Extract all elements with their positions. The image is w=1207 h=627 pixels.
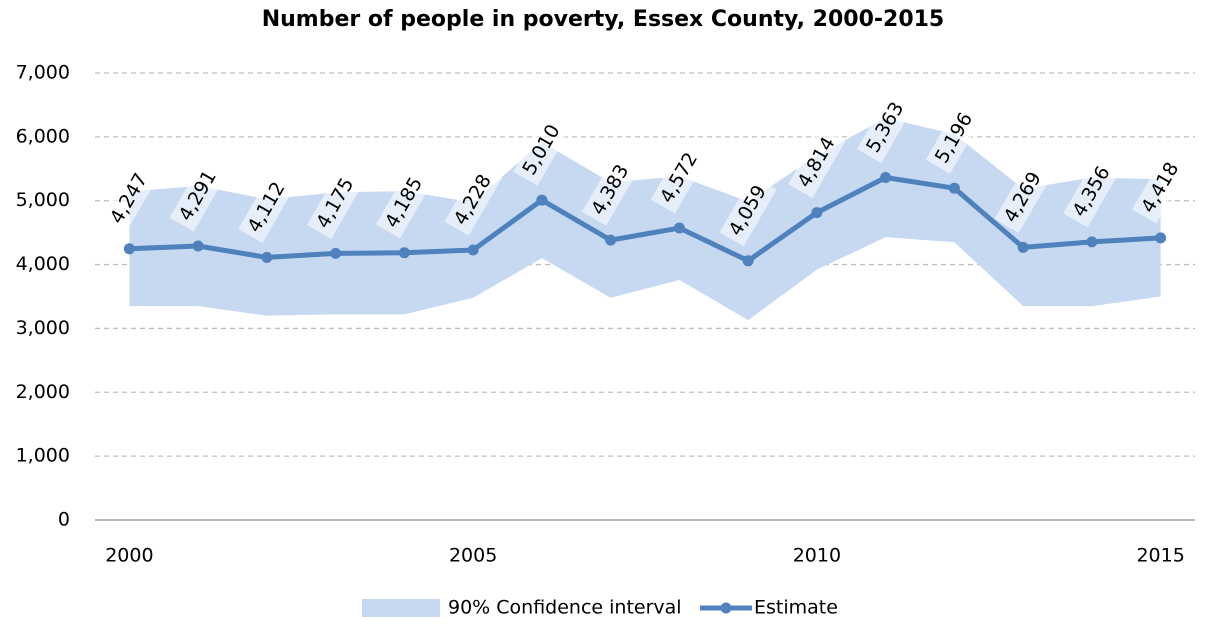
legend-swatch xyxy=(362,599,440,617)
value-label-bg xyxy=(857,91,915,164)
chart-title: Number of people in poverty, Essex Count… xyxy=(262,7,945,32)
x-tick-label: 2000 xyxy=(105,545,153,567)
value-label-bg xyxy=(444,164,502,236)
value-label-bg xyxy=(375,167,433,239)
estimate-marker xyxy=(123,243,135,255)
estimate-marker xyxy=(948,182,960,194)
legend-label: 90% Confidence interval xyxy=(448,597,682,619)
estimate-marker xyxy=(880,172,892,184)
estimate-marker xyxy=(605,234,617,246)
y-tick-label: 4,000 xyxy=(16,253,70,275)
estimate-marker xyxy=(1017,241,1029,253)
value-label-bg xyxy=(1063,156,1121,228)
value-label-bg xyxy=(994,161,1052,233)
value-label-bg xyxy=(582,154,640,226)
value-label-bg xyxy=(100,163,158,235)
y-tick-label: 1,000 xyxy=(16,445,70,467)
x-tick-label: 2015 xyxy=(1136,545,1184,567)
confidence-band xyxy=(129,117,1161,321)
x-tick-label: 2005 xyxy=(449,545,497,567)
estimate-marker xyxy=(330,247,342,259)
estimate-marker xyxy=(261,251,273,263)
value-label-bg xyxy=(307,167,365,239)
y-tick-label: 3,000 xyxy=(16,317,70,339)
value-label-bg xyxy=(650,142,708,214)
y-tick-label: 6,000 xyxy=(16,125,70,147)
estimate-marker xyxy=(1155,232,1167,244)
estimate-marker xyxy=(192,240,204,252)
legend-label: Estimate xyxy=(754,597,838,619)
value-label-bg xyxy=(925,102,983,174)
estimate-line xyxy=(129,175,1161,264)
y-tick-label: 0 xyxy=(58,509,70,531)
estimate-marker xyxy=(398,247,410,259)
value-label-bg xyxy=(513,114,571,186)
estimate-marker xyxy=(811,207,823,219)
y-tick-label: 5,000 xyxy=(16,189,70,211)
value-label-bg xyxy=(169,160,227,232)
estimate-marker xyxy=(673,222,685,234)
value-label-bg xyxy=(788,127,846,199)
value-label-bg xyxy=(238,171,296,243)
x-tick-label: 2010 xyxy=(793,545,841,567)
value-label-bg xyxy=(719,175,777,247)
estimate-marker xyxy=(1086,236,1098,248)
y-tick-label: 7,000 xyxy=(16,62,70,84)
estimate-marker xyxy=(467,244,479,256)
legend-marker xyxy=(720,602,732,614)
estimate-marker xyxy=(742,255,754,267)
value-label-bg xyxy=(1132,152,1190,224)
estimate-marker xyxy=(536,194,548,206)
y-tick-label: 2,000 xyxy=(16,381,70,403)
